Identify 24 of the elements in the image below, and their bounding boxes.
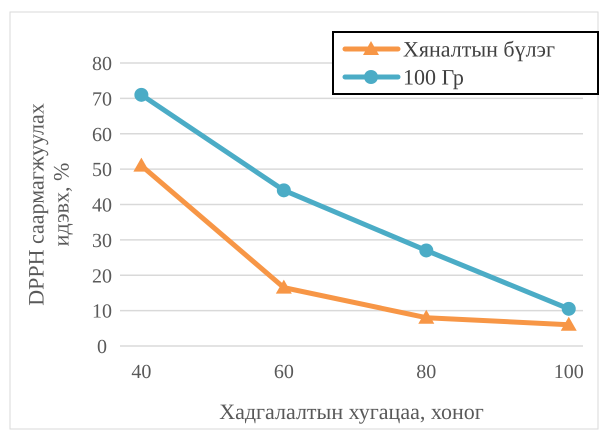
x-tick-label: 60 bbox=[274, 361, 294, 383]
y-tick-label: 70 bbox=[92, 88, 112, 110]
point bbox=[276, 280, 292, 294]
point bbox=[562, 302, 576, 316]
y-tick-label: 10 bbox=[92, 300, 112, 323]
x-axis-title: Хадгалалтын хугацаа, хоног bbox=[219, 399, 484, 424]
y-tick-label: 50 bbox=[92, 159, 112, 182]
y-tick-label: 0 bbox=[97, 336, 107, 358]
point bbox=[276, 183, 291, 198]
y-tick-label: 40 bbox=[92, 194, 112, 216]
point bbox=[134, 88, 148, 102]
y-tick-label: 80 bbox=[92, 53, 112, 75]
legend-label: 100 Гр bbox=[403, 64, 464, 90]
y-tick-label: 60 bbox=[92, 124, 112, 146]
x-tick-label: 80 bbox=[416, 361, 436, 383]
x-tick-label: 100 bbox=[554, 361, 584, 383]
point bbox=[419, 243, 434, 258]
point bbox=[560, 316, 577, 331]
point bbox=[418, 310, 434, 324]
legend-label: Хяналтын бүлэг bbox=[403, 36, 556, 62]
y-tick-label: 20 bbox=[92, 265, 112, 288]
y-tick-label: 30 bbox=[92, 230, 112, 252]
x-tick-label: 40 bbox=[131, 361, 152, 383]
y-axis-title: DPPH саармагжуулах идэвх, % bbox=[23, 103, 74, 306]
